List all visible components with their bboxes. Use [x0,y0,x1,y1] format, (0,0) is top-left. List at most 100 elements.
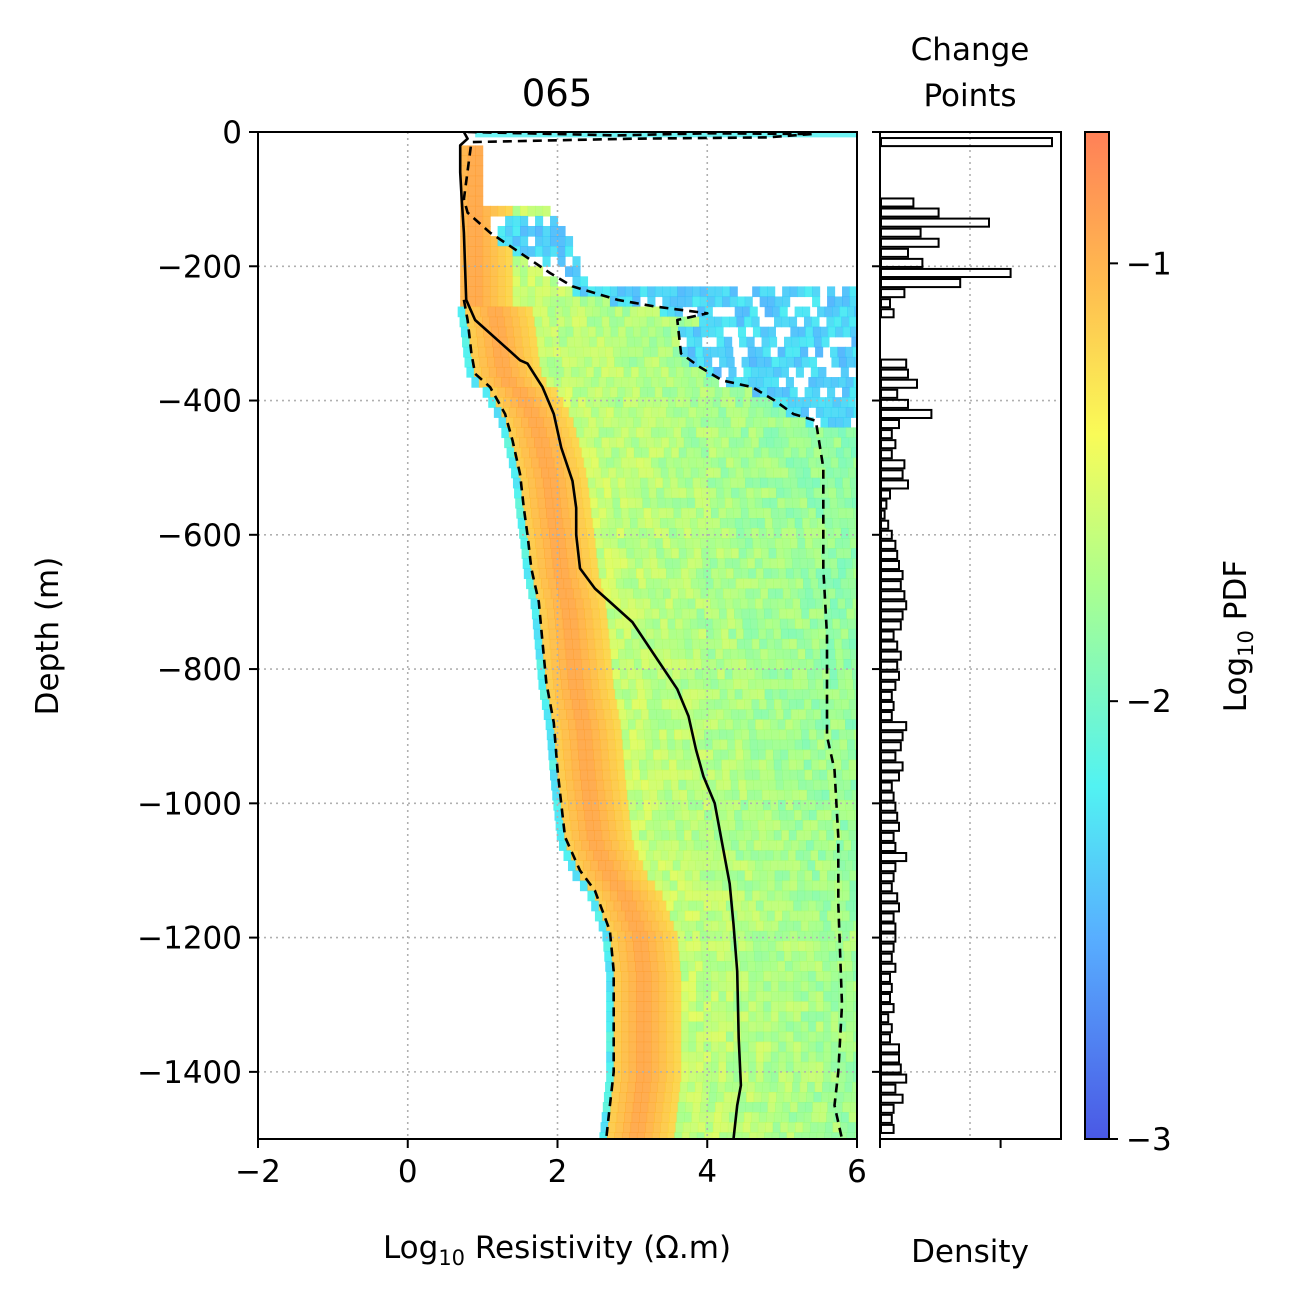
heatmap-cell [579,880,589,892]
heatmap-cell [518,397,527,408]
heatmap-cell [688,457,697,469]
heatmap-cell [763,1041,772,1053]
heatmap-cell [832,1122,841,1133]
heatmap-cell [853,457,857,469]
heatmap-cell [651,568,660,580]
heatmap-cell [788,830,797,841]
heatmap-cell [493,377,502,388]
heatmap-cell [685,1102,694,1113]
heatmap-cell [613,507,622,519]
heatmap-cell [778,1031,787,1043]
heatmap-cell [811,759,820,771]
heatmap-cell [818,628,827,640]
heatmap-cell [710,407,720,418]
heatmap-cell [632,910,641,922]
heatmap-cell [853,1051,857,1063]
heatmap-cell [603,326,612,338]
heatmap-cell [854,689,857,700]
heatmap-cell [693,447,702,459]
heatmap-cell [813,840,822,851]
heatmap-cell [623,528,633,539]
heatmap-cell [727,397,736,408]
heatmap-cell [611,1092,620,1103]
heatmap-cell [626,447,635,459]
heatmap-cell [709,1081,718,1093]
heatmap-cell [710,427,720,439]
heatmap-cell [603,779,612,791]
heatmap-cell [827,930,836,942]
heatmap-cell [771,1132,780,1139]
heatmap-cell [594,880,604,892]
heatmap-cell [753,940,762,952]
heatmap-cell [591,507,600,519]
heatmap-cell [551,447,560,459]
heatmap-cell [703,981,712,992]
heatmap-cell [829,669,838,680]
heatmap-cell [686,336,695,348]
heatmap-cell [838,971,847,982]
heatmap-cell [563,397,572,408]
heatmap-cell [584,729,593,741]
heatmap-cell [706,628,715,640]
heatmap-cell [693,417,702,428]
heatmap-cell [513,326,522,338]
heatmap-cell [698,528,707,539]
heatmap-cell [748,920,757,932]
heatmap-cell [603,447,613,459]
heatmap-cell [838,356,847,368]
heatmap-cell [577,306,586,318]
heatmap-cell [815,1051,824,1063]
heatmap-cell [561,608,570,620]
heatmap-cell [654,1112,663,1123]
heatmap-cell [845,1041,854,1053]
heatmap-cell [551,709,560,721]
heatmap-cell [590,860,599,872]
heatmap-cell [682,397,692,408]
heatmap-cell [803,830,812,841]
heatmap-cell [767,890,776,902]
heatmap-cell [587,387,596,398]
heatmap-cell [681,1021,690,1033]
heatmap-cell [592,739,601,751]
heatmap-cell [616,1112,625,1123]
heatmap-cell [806,789,815,801]
heatmap-cell [621,991,630,1002]
heatmap-cell [609,870,618,882]
heatmap-cell [530,558,539,569]
heatmap-cell [726,729,735,741]
heatmap-cell [651,981,660,992]
heatmap-cell [475,286,484,298]
heatmap-cell [748,1011,757,1023]
heatmap-cell [759,699,768,710]
heatmap-cell [606,991,615,1002]
heatmap-cell [766,528,775,539]
heatmap-cell [632,286,641,298]
heatmap-cell [639,316,648,328]
heatmap-cell [504,316,513,328]
heatmap-cell [768,940,777,952]
heatmap-cell [842,880,851,892]
heatmap-cell [626,548,635,559]
heatmap-cell [755,507,765,519]
heatmap-cell [827,880,836,892]
heatmap-cell [582,558,591,569]
heatmap-cell [603,487,613,499]
heatmap-cell [745,538,754,549]
heatmap-cell [617,538,626,549]
heatmap-cell [753,658,762,670]
median-line [458,132,743,1139]
heatmap-cell [755,407,765,418]
heatmap-cell [617,870,626,882]
heatmap-cell [783,709,792,721]
heatmap-cell [800,860,809,872]
heatmap-cell [740,1001,750,1013]
heatmap-cell [538,457,547,469]
heatmap-cell [686,548,695,559]
heatmap-cell [553,407,562,418]
heatmap-cell [694,1081,703,1093]
heatmap-cell [778,407,787,418]
heatmap-cell [577,618,586,630]
heatmap-cell [535,387,544,398]
heatmap-cell [602,538,611,549]
heatmap-cell [815,457,824,469]
